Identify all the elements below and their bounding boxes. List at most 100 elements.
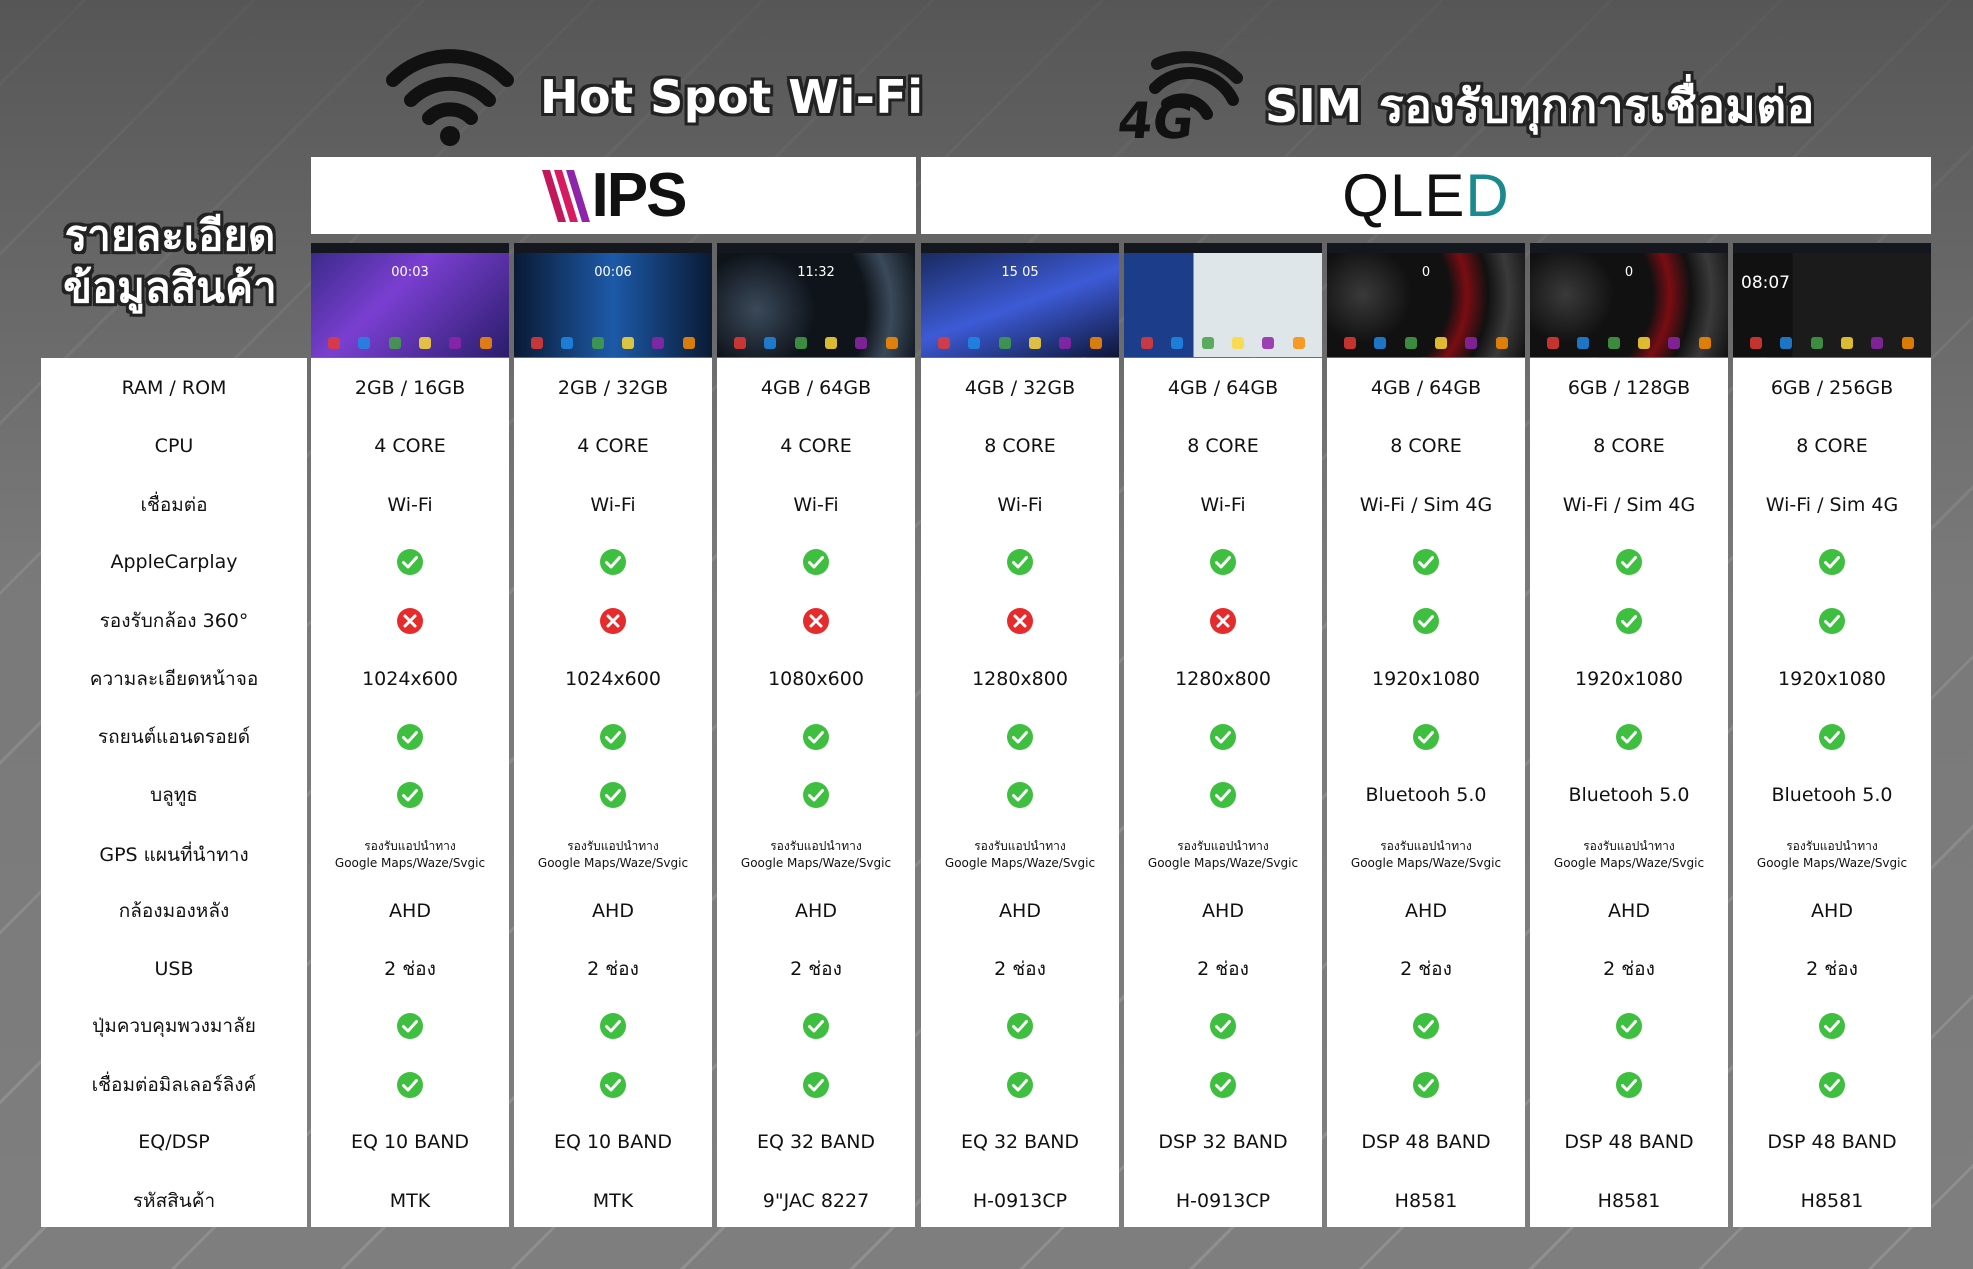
app-icon [1292, 337, 1305, 349]
app-icon [419, 337, 432, 349]
check-icon [1819, 1072, 1845, 1098]
app-icon [561, 337, 574, 349]
hotspot-label: Hot Spot Wi-Fi [540, 70, 924, 124]
sim-4g-badge: 4G [1114, 92, 1197, 150]
rear-value: AHD [999, 900, 1041, 922]
aauto-supported [311, 717, 509, 757]
screen-content [921, 253, 1119, 357]
gps-line-1: รองรับแอปนำทาง [567, 839, 659, 853]
app-icon [1344, 337, 1357, 349]
check-icon [1413, 1013, 1439, 1039]
app-icon [825, 337, 838, 349]
gps-cell: รองรับแอปนำทาง Google Maps/Waze/Svgic [1327, 833, 1525, 877]
cpu-value: 4 CORE [374, 435, 446, 457]
mirror-supported [311, 1065, 509, 1105]
screen-status-bar [1327, 243, 1525, 253]
check-icon [397, 782, 423, 808]
code-value: MTK [592, 1190, 634, 1212]
cpu-value: 8 CORE [1796, 435, 1868, 457]
app-icon [1668, 337, 1681, 349]
app-icon [1841, 337, 1854, 349]
gps-line-2: Google Maps/Waze/Svgic [1147, 856, 1299, 870]
check-icon [1819, 608, 1845, 634]
bt-supported [311, 775, 509, 815]
app-icon [1374, 337, 1387, 349]
screen-status-bar [1530, 243, 1728, 253]
usb-value: 2 ช่อง [790, 958, 842, 980]
usb-value: 2 ช่อง [587, 958, 639, 980]
carplay-supported [921, 542, 1119, 582]
screen-status-bar [1733, 243, 1931, 253]
res-value: 1024x600 [362, 668, 458, 690]
aauto-supported [514, 717, 712, 757]
gps-line-1: รองรับแอปนำทาง [1380, 839, 1472, 853]
spec-label-column: RAM / ROM CPU เชื่อมต่อ AppleCarplay รองรับก… [41, 358, 307, 1227]
check-icon [1616, 1013, 1642, 1039]
carplay-supported [1124, 542, 1322, 582]
gps-line-1: รองรับแอปนำทาง [364, 839, 456, 853]
qled-brand-text-accent: D [1465, 162, 1510, 229]
usb-value: 2 ช่อง [1806, 958, 1858, 980]
qled-brand-label: QLED [1342, 161, 1509, 230]
check-icon [1819, 724, 1845, 750]
rear-value: AHD [1405, 900, 1447, 922]
ram-value: 6GB / 256GB [1770, 377, 1894, 399]
aauto-supported [1530, 717, 1728, 757]
ram-value: 4GB / 64GB [1370, 377, 1482, 399]
app-icon [1638, 337, 1651, 349]
code-value: H8581 [1800, 1190, 1864, 1212]
eq-value: EQ 10 BAND [350, 1131, 470, 1153]
code-value: 9"JAC 8227 [762, 1190, 870, 1212]
code-value: H8581 [1597, 1190, 1661, 1212]
app-icon [855, 337, 868, 349]
cross-icon [397, 608, 423, 634]
gps-line-2: Google Maps/Waze/Svgic [334, 856, 486, 870]
wheel-supported [311, 1006, 509, 1046]
usb-value: 2 ช่อง [384, 958, 436, 980]
app-icon [1495, 337, 1508, 349]
app-icon [1577, 337, 1590, 349]
wifi-icon [386, 49, 514, 146]
app-icon [622, 337, 635, 349]
usb-value: 2 ช่อง [1603, 958, 1655, 980]
screen-clock: 11:32 [797, 265, 835, 280]
gps-cell: รองรับแอปนำทาง Google Maps/Waze/Svgic [1124, 833, 1322, 877]
check-icon [1007, 724, 1033, 750]
app-icon [682, 337, 695, 349]
check-icon [1413, 608, 1439, 634]
wheel-supported [1327, 1006, 1525, 1046]
check-icon [397, 1072, 423, 1098]
screen-status-bar [1124, 243, 1322, 253]
app-icon [794, 337, 807, 349]
row-label: CPU [154, 435, 194, 457]
cam360-unsupported [717, 601, 915, 641]
qled-brand-text-main: QLE [1342, 162, 1466, 229]
eq-value: DSP 32 BAND [1158, 1131, 1288, 1153]
app-icon [1780, 337, 1793, 349]
aauto-supported [1733, 717, 1931, 757]
aauto-supported [921, 717, 1119, 757]
carplay-supported [717, 542, 915, 582]
code-value: H-0913CP [1175, 1190, 1271, 1212]
gps-cell: รองรับแอปนำทาง Google Maps/Waze/Svgic [311, 833, 509, 877]
app-icon [1435, 337, 1448, 349]
conn-value: Wi-Fi / Sim 4G [1359, 494, 1493, 516]
conn-value: Wi-Fi [1200, 494, 1246, 516]
check-icon [1616, 608, 1642, 634]
row-label: AppleCarplay [110, 551, 238, 573]
rear-value: AHD [1608, 900, 1650, 922]
app-icon [734, 337, 747, 349]
gps-line-1: รองรับแอปนำทาง [974, 839, 1066, 853]
app-icon [1029, 337, 1042, 349]
signal-4g-icon [1149, 51, 1243, 120]
row-label: เชื่อมต่อมิลเลอร์ลิงค์ [91, 1074, 257, 1096]
product-column: 6GB / 256GB 8 CORE Wi-Fi / Sim 4G 1920x1080… [1733, 358, 1931, 1227]
carplay-supported [1327, 542, 1525, 582]
cam360-supported [1530, 601, 1728, 641]
product-details-title: รายละเอียด ข้อมูลสินค้า [40, 210, 300, 314]
screen-status-bar [717, 243, 915, 253]
app-icon [1547, 337, 1560, 349]
screen-clock: 0 [1624, 265, 1634, 280]
conn-value: Wi-Fi [997, 494, 1043, 516]
check-icon [397, 549, 423, 575]
